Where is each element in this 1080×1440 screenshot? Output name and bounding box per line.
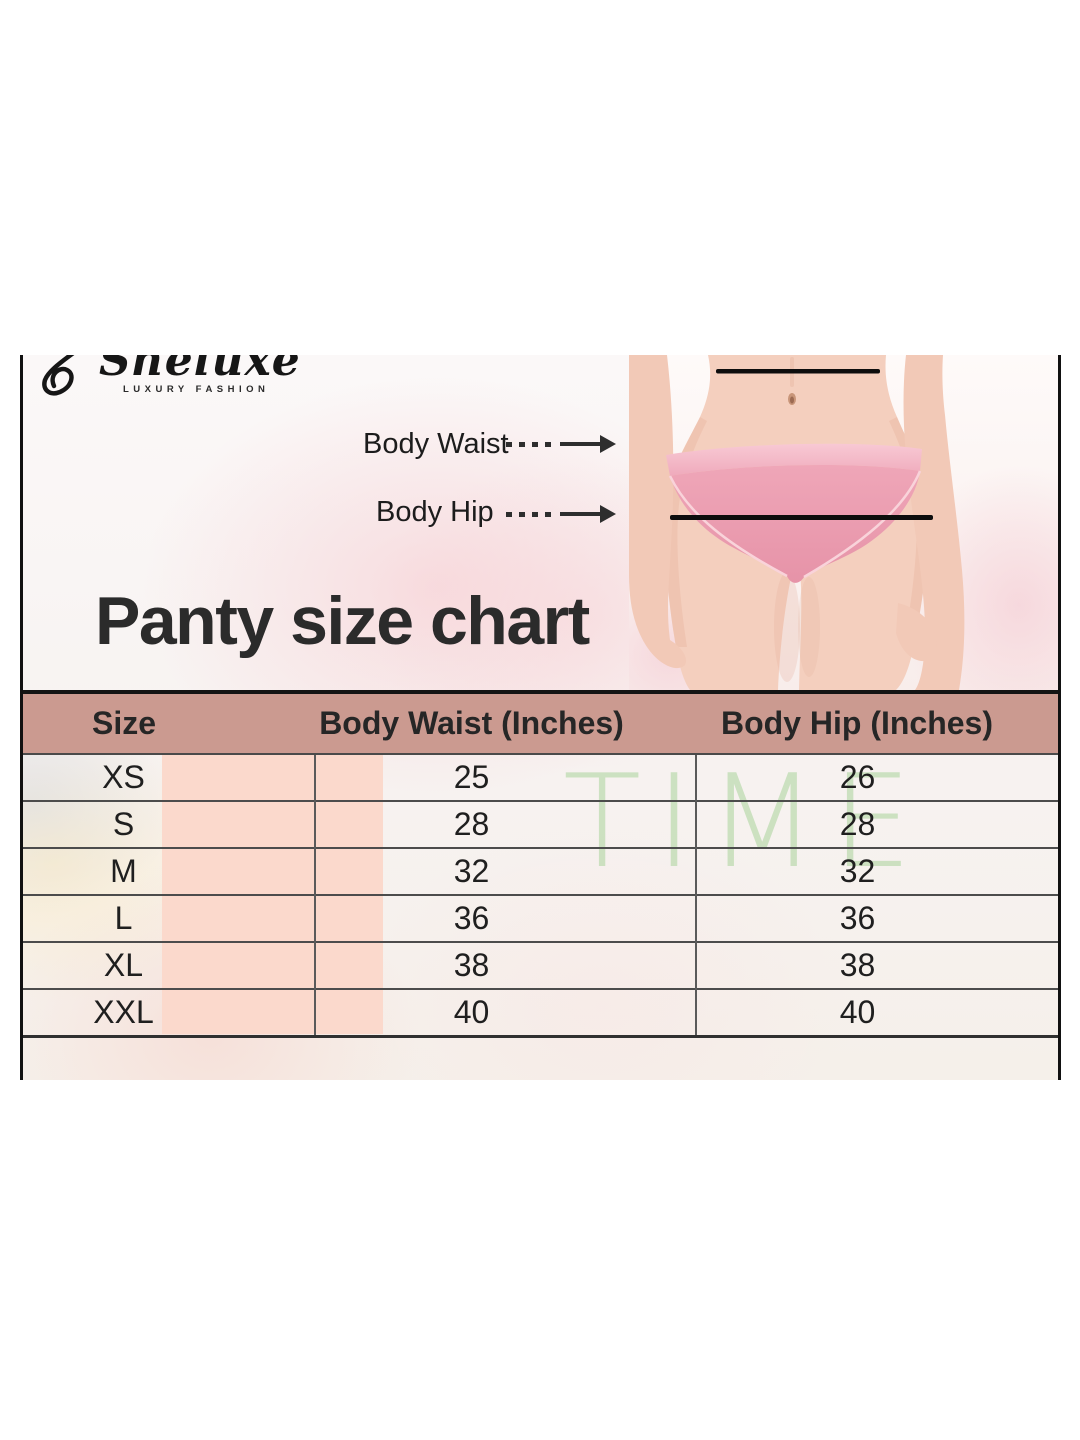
arrow-shaft xyxy=(560,442,600,446)
arrow-dot xyxy=(532,511,538,517)
panty-body xyxy=(670,464,920,583)
size-cell: XS xyxy=(23,753,315,801)
size-cell: M xyxy=(23,847,315,895)
waist-cell: 40 xyxy=(314,988,696,1038)
model-right-hand xyxy=(896,603,937,662)
hip-cell: 40 xyxy=(695,988,1058,1038)
brand-tagline: LUXURY FASHION xyxy=(123,384,270,395)
model-left-arm xyxy=(629,355,687,669)
column-header-size: Size xyxy=(23,690,315,755)
navel xyxy=(790,396,794,404)
waist-cell: 28 xyxy=(314,800,696,848)
arrow-dot xyxy=(506,511,512,517)
hip-label: Body Hip xyxy=(376,496,494,528)
table-row: XS 25 26 xyxy=(23,753,1058,801)
waist-label: Body Waist xyxy=(363,428,509,460)
hip-cell: 28 xyxy=(695,800,1058,848)
panty-leg-trim xyxy=(668,475,788,578)
arrow-head xyxy=(600,505,616,523)
column-header-hip: Body Hip (Inches) xyxy=(696,690,1058,755)
brand-name: Sheluxe xyxy=(99,355,301,386)
table-row: XXL 40 40 xyxy=(23,988,1058,1038)
hip-cell: 36 xyxy=(695,894,1058,942)
size-cell: L xyxy=(23,894,315,942)
arrow-dot xyxy=(519,511,525,517)
hip-measure-line xyxy=(670,515,933,520)
table-row: XL 38 38 xyxy=(23,941,1058,989)
arrow-dot xyxy=(532,441,538,447)
waist-cell: 32 xyxy=(314,847,696,895)
arrow-dot xyxy=(545,441,551,447)
panty-leg-trim xyxy=(803,470,922,579)
waist-cell: 38 xyxy=(314,941,696,989)
brand-logo: Sheluxe LUXURY FASHION xyxy=(37,355,301,407)
model-right-arm xyxy=(903,355,965,690)
brand-monogram-icon xyxy=(42,355,75,396)
hip-cell: 38 xyxy=(695,941,1058,989)
waist-cell: 36 xyxy=(314,894,696,942)
arrow-dot xyxy=(519,441,525,447)
shading xyxy=(774,572,800,682)
hip-cell: 26 xyxy=(695,753,1058,801)
table-row: L 36 36 xyxy=(23,894,1058,942)
page-title: Panty size chart xyxy=(95,583,590,659)
waist-cell: 25 xyxy=(314,753,696,801)
size-cell: XL xyxy=(23,941,315,989)
table-row: S 28 28 xyxy=(23,800,1058,848)
hip-cell: 32 xyxy=(695,847,1058,895)
hip-arrow-icon xyxy=(506,504,616,524)
panty-band xyxy=(666,443,922,476)
waist-measure-line xyxy=(716,369,880,374)
column-header-waist: Body Waist (Inches) xyxy=(315,690,696,755)
content-frame: Sheluxe LUXURY FASHION Body Waist Body H… xyxy=(20,355,1061,1080)
arrow-dot xyxy=(506,441,512,447)
model-photo xyxy=(629,355,1058,690)
brand-text: Sheluxe LUXURY FASHION xyxy=(99,355,301,395)
shading xyxy=(798,577,820,677)
size-chart-table: Size Body Waist (Inches) Body Hip (Inche… xyxy=(23,690,1058,1038)
table-header-row: Size Body Waist (Inches) Body Hip (Inche… xyxy=(23,690,1058,755)
arrow-dot xyxy=(545,511,551,517)
size-cell: S xyxy=(23,800,315,848)
arrow-shaft xyxy=(560,512,600,516)
waist-arrow-icon xyxy=(506,434,616,454)
arrow-head xyxy=(600,435,616,453)
size-cell: XXL xyxy=(23,988,315,1038)
table-row: M 32 32 xyxy=(23,847,1058,895)
